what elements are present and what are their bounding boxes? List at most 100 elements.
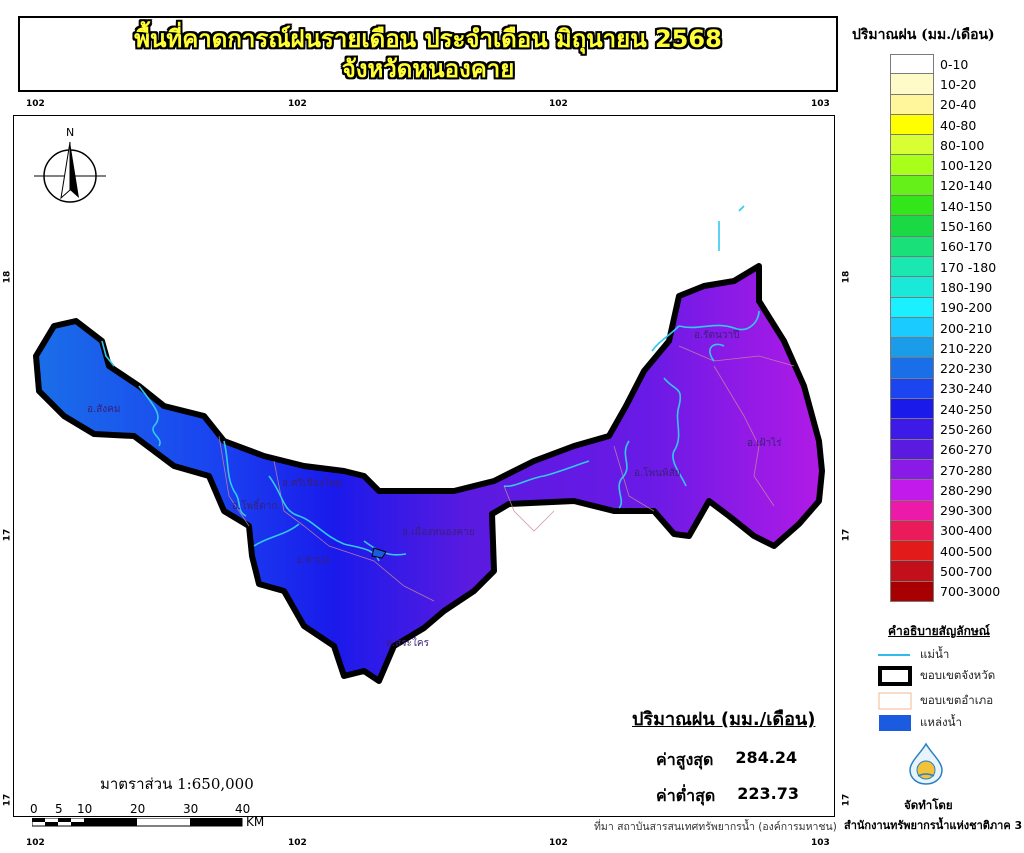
legend-row: 160-170: [890, 236, 1000, 257]
legend-row: 0-10: [890, 54, 1000, 75]
legend-row: 400-500: [890, 541, 1000, 562]
legend-row: 700-3000: [890, 581, 1000, 603]
legend-swatch: [890, 216, 934, 237]
map-title-box: พื้นที่คาดการณ์ฝนรายเดือน ประจำเดือน มิถ…: [18, 16, 838, 92]
legend-label: 10-20: [940, 76, 977, 92]
legend-row: 20-40: [890, 94, 1000, 115]
legend-row: 180-190: [890, 277, 1000, 298]
legend-row: 170 -180: [890, 256, 1000, 278]
stat-min-row: ค่าต่ำสุด 223.73: [656, 784, 799, 809]
legend-row: 300-400: [890, 520, 1000, 542]
province-map: อ.สังคม อ.ศรีเชียงใหม่ อ.โพธิ์ตาก อ.ท่าบ…: [33, 126, 825, 684]
key-water-body: แหล่งน้ำ: [878, 714, 962, 732]
legend-row: 280-290: [890, 480, 1000, 501]
tick-top-1: 102: [26, 99, 45, 109]
tick-top-4: 103: [811, 99, 830, 109]
district-label-tha-bo: อ.ท่าบ่อ: [296, 555, 330, 566]
stat-min-value: 223.73: [737, 784, 799, 803]
legend-label: 200-210: [940, 320, 993, 336]
legend-swatch: [890, 74, 934, 95]
legend-label: 400-500: [940, 543, 993, 559]
tick-bottom-3: 102: [549, 838, 568, 848]
legend-swatch: [890, 399, 934, 420]
district-label-phon-phisai: อ.โพนพิสัย: [634, 466, 681, 479]
scale-unit: KM: [246, 815, 265, 829]
legend-label: 260-270: [940, 442, 993, 458]
legend-swatch: [890, 419, 934, 440]
rivers: [101, 205, 760, 562]
legend-label: 180-190: [940, 279, 993, 295]
legend-swatch: [890, 196, 934, 217]
legend-swatch: [890, 94, 934, 115]
tick-bottom-1: 102: [26, 838, 45, 848]
credit-org: สำนักงานทรัพยากรน้ำแห่งชาติภาค 3: [844, 819, 1023, 832]
tick-left-2: 17: [2, 528, 13, 542]
tick-right-3: 17: [841, 793, 852, 807]
legend-label: 290-300: [940, 503, 993, 519]
legend-row: 230-240: [890, 378, 1000, 400]
legend-swatch: [890, 500, 934, 521]
province-rain-area: [33, 263, 825, 684]
district-label-mueang: อ.เมืองหนองคาย: [402, 526, 475, 538]
scale-tick-10: 10: [77, 802, 93, 816]
tick-bottom-4: 103: [811, 838, 830, 848]
legend-label: 140-150: [940, 198, 993, 214]
district-label-sangkhom: อ.สังคม: [87, 404, 120, 415]
source-note: ที่มา สถาบันสารสนเทศทรัพยากรน้ำ (องค์การ…: [594, 821, 837, 833]
map-title: พื้นที่คาดการณ์ฝนรายเดือน ประจำเดือน มิถ…: [134, 25, 722, 53]
stat-max-value: 284.24: [735, 748, 798, 767]
scale-tick-30: 30: [183, 802, 199, 816]
legend-row: 200-210: [890, 317, 1000, 339]
stats-title: ปริมาณฝน (มม./เดือน): [632, 709, 816, 730]
scale-text: มาตราส่วน 1:650,000: [100, 775, 254, 793]
key-district-boundary: ขอบเขตอำเภอ: [878, 692, 993, 710]
legend-list: 0-10 10-20 20-40 40-80 80-100 100-120 120-140 1…: [890, 54, 1000, 603]
legend-label: 250-260: [940, 421, 993, 437]
north-arrow: N: [34, 126, 106, 203]
stat-max-label: ค่าสูงสุด: [656, 750, 714, 769]
district-label-pho-tak: อ.โพธิ์ตาก: [232, 498, 277, 512]
legend-swatch: [890, 135, 934, 156]
key-province-boundary-label: ขอบเขตจังหวัด: [920, 668, 996, 682]
legend-swatch: [890, 358, 934, 379]
legend-label: 230-240: [940, 381, 993, 397]
legend-row: 40-80: [890, 114, 1000, 136]
province-boundary-symbol: [878, 666, 912, 686]
legend-swatch: [890, 378, 934, 400]
district-label-sakhrai: อ.สระใคร: [386, 637, 430, 649]
tick-right-1: 18: [841, 270, 852, 284]
stat-min-label: ค่าต่ำสุด: [656, 786, 716, 805]
scale-tick-20: 20: [130, 802, 146, 816]
tick-left-1: 18: [2, 270, 13, 284]
legend-row: 210-220: [890, 338, 1000, 359]
legend-swatch: [890, 114, 934, 136]
legend-label: 0-10: [940, 56, 969, 72]
credit-label: จัดทำโดย: [904, 798, 953, 812]
legend-label: 80-100: [940, 137, 985, 153]
legend-row: 270-280: [890, 459, 1000, 481]
district-label-si-chiang-mai: อ.ศรีเชียงใหม่: [282, 477, 342, 489]
legend-row: 100-120: [890, 155, 1000, 176]
legend-swatch: [890, 561, 934, 582]
stat-max-row: ค่าสูงสุด 284.24: [656, 748, 797, 773]
legend-row: 260-270: [890, 439, 1000, 460]
legend-label: 20-40: [940, 97, 977, 113]
legend-label: 150-160: [940, 219, 993, 235]
legend-swatch: [890, 520, 934, 542]
scale-tick-5: 5: [55, 802, 63, 816]
water-body: [371, 547, 387, 559]
legend-swatch: [890, 54, 934, 75]
legend-label: 300-400: [940, 523, 993, 539]
legend-row: 150-160: [890, 216, 1000, 237]
legend-swatch: [890, 277, 934, 298]
legend-swatch: [890, 480, 934, 501]
tick-top-2: 102: [288, 99, 307, 109]
legend-label: 500-700: [940, 564, 993, 580]
legend-label: 270-280: [940, 462, 993, 478]
legend-label: 210-220: [940, 340, 993, 356]
legend-swatch: [890, 175, 934, 197]
tick-right-2: 17: [841, 528, 852, 542]
legend-label: 160-170: [940, 239, 993, 255]
legend-label: 120-140: [940, 178, 993, 194]
river-line-symbol: [878, 654, 910, 656]
